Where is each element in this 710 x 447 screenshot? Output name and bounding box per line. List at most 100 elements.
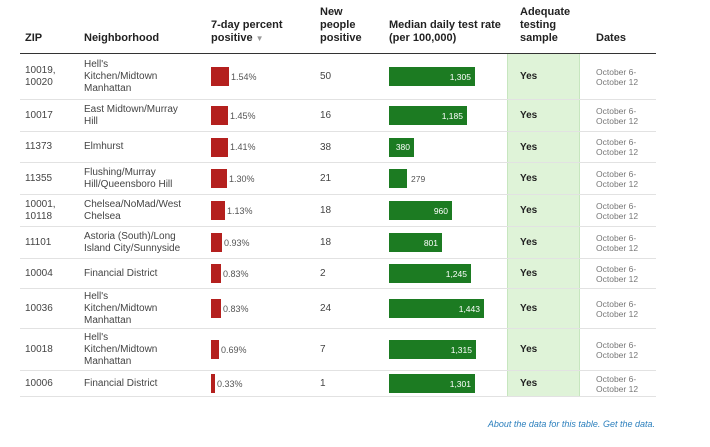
header-rate-line2: (per 100,000) [389, 32, 457, 44]
table-row: 10036 Hell's Kitchen/Midtown Manhattan 0.83%… [20, 289, 656, 329]
zip-cell: 10006 [25, 371, 83, 396]
adequate-sample-cell: Yes [507, 195, 580, 226]
dates-cell-line: October 6- [596, 105, 637, 116]
neighborhood-cell-line: Chelsea [84, 210, 121, 222]
header-adequate-line1: Adequate [520, 6, 571, 18]
test-rate-bar: 1,305 [389, 67, 475, 86]
percent-positive-bar [211, 169, 227, 188]
new-positive-cell: 18 [320, 205, 332, 216]
zip-cell-line: 10018 [25, 343, 53, 355]
test-rate-cell: 1,185 [389, 100, 505, 131]
test-rate-bar: 1,185 [389, 106, 467, 125]
table-row: 10018 Hell's Kitchen/Midtown Manhattan 0.69%… [20, 329, 656, 371]
neighborhood-cell: Financial District [84, 259, 204, 288]
neighborhood-cell: Elmhurst [84, 132, 204, 162]
test-rate-bar [389, 169, 407, 188]
table-row: 11355 Flushing/Murray Hill/Queensboro Hill… [20, 163, 656, 195]
header-zip[interactable]: ZIP [25, 32, 43, 44]
zip-cell-line: 11373 [25, 141, 53, 152]
header-percent-line2: positive [211, 32, 253, 44]
test-rate-bar: 801 [389, 233, 442, 252]
percent-positive-bar [211, 374, 215, 393]
test-rate-cell: 1,443 [389, 289, 505, 328]
new-positive-cell: 38 [320, 141, 332, 153]
dates-cell-line: October 6- [596, 232, 637, 243]
percent-positive-cell: 0.93% [211, 227, 311, 258]
percent-positive-bar [211, 233, 222, 252]
neighborhood-cell-line: Kitchen/Midtown [84, 302, 158, 314]
dates-cell-line: October 12 [596, 308, 639, 319]
neighborhood-cell-line: East Midtown/Murray [84, 103, 178, 115]
adequate-sample-cell: Yes [507, 163, 580, 194]
test-rate-bar: 1,443 [389, 299, 484, 318]
dates-cell-line: October 6- [596, 339, 637, 350]
header-test-rate[interactable]: Median daily test rate (per 100,000) [389, 19, 501, 45]
header-rate-line1: Median daily test rate [389, 19, 501, 31]
table-body: 10019, 10020 Hell's Kitchen/Midtown Manhatta… [20, 54, 656, 397]
test-rate-label: 1,443 [458, 303, 480, 314]
zip-cell-line: 11355 [25, 172, 53, 184]
percent-positive-cell: 0.83% [211, 289, 311, 328]
header-adequate-line3: sample [520, 32, 558, 44]
dates-cell-line: October 12 [596, 383, 639, 394]
zip-cell-line: 10017 [25, 109, 53, 121]
zip-cell-line: 10020 [25, 76, 53, 88]
neighborhood-cell: Flushing/Murray Hill/Queensboro Hill [84, 163, 204, 194]
about-data-link[interactable]: About the data for this table. [487, 419, 601, 429]
test-rate-cell: 380 [389, 132, 505, 162]
header-adequate-line2: testing [520, 19, 557, 31]
dates-cell-line: October 6- [596, 168, 637, 179]
adequate-sample-cell: Yes [507, 227, 580, 258]
new-positive-cell: 2 [320, 268, 326, 279]
table-row: 11101 Astoria (South)/Long Island City/Sun… [20, 227, 656, 259]
dates-cell: October 6- October 12 [596, 163, 654, 194]
header-adequate[interactable]: Adequate testing sample [520, 6, 570, 45]
dates-cell: October 6- October 12 [596, 100, 654, 131]
table-row: 10017 East Midtown/Murray Hill 1.45% 16 1,185… [20, 100, 656, 132]
zip-cell-line: 10001, [25, 198, 56, 210]
header-dates[interactable]: Dates [596, 32, 626, 44]
dates-cell-line: October 12 [596, 273, 639, 284]
zip-cell-line: 10006 [25, 377, 53, 389]
percent-positive-label: 1.45% [230, 110, 256, 121]
neighborhood-cell-line: Kitchen/Midtown [84, 70, 158, 82]
sort-down-icon[interactable]: ▼ [255, 34, 264, 43]
header-new-positive[interactable]: New people positive [320, 6, 362, 45]
test-rate-label: 1,301 [449, 378, 471, 389]
neighborhood-cell-line: Manhattan [84, 355, 132, 367]
neighborhood-cell: East Midtown/Murray Hill [84, 100, 204, 131]
zip-cell-line: 10118 [25, 210, 53, 222]
dates-cell: October 6- October 12 [596, 329, 654, 370]
new-positive-cell: 24 [320, 303, 332, 314]
header-neighborhood[interactable]: Neighborhood [84, 32, 160, 44]
neighborhood-cell-line: Hell's [84, 58, 109, 70]
dates-cell: October 6- October 12 [596, 54, 654, 99]
get-data-link[interactable]: Get the data. [602, 419, 655, 429]
neighborhood-cell-line: Hill/Queensboro Hill [84, 178, 173, 190]
zip-cell: 10017 [25, 100, 83, 131]
zip-cell: 10001, 10118 [25, 195, 83, 226]
percent-positive-cell: 1.30% [211, 163, 311, 194]
adequate-sample-cell: Yes [507, 259, 580, 288]
dates-cell-line: October 12 [596, 178, 639, 189]
new-positive-cell: 1 [320, 378, 326, 389]
dates-cell-line: October 12 [596, 115, 639, 126]
test-rate-label: 1,185 [441, 110, 463, 121]
neighborhood-cell-line: Financial District [84, 377, 158, 389]
test-rate-label: 1,305 [449, 71, 471, 82]
dates-cell-line: October 6- [596, 263, 637, 274]
adequate-sample-cell: Yes [507, 371, 580, 396]
percent-positive-bar [211, 67, 229, 86]
test-rate-label: 801 [423, 237, 438, 248]
new-positive-cell: 21 [320, 173, 332, 184]
table-row: 10001, 10118 Chelsea/NoMad/West Chelsea 1.13… [20, 195, 656, 227]
neighborhood-cell-line: Hell's [84, 331, 109, 343]
test-rate-bar: 1,315 [389, 340, 476, 359]
header-new-line1: New [320, 6, 343, 18]
percent-positive-bar [211, 137, 228, 157]
percent-positive-label: 0.69% [221, 344, 247, 355]
zip-cell: 10019, 10020 [25, 54, 83, 99]
neighborhood-cell: Financial District [84, 371, 204, 396]
test-rate-cell: 1,305 [389, 54, 505, 99]
header-percent-positive[interactable]: 7-day percent positive ▼ [211, 19, 283, 45]
